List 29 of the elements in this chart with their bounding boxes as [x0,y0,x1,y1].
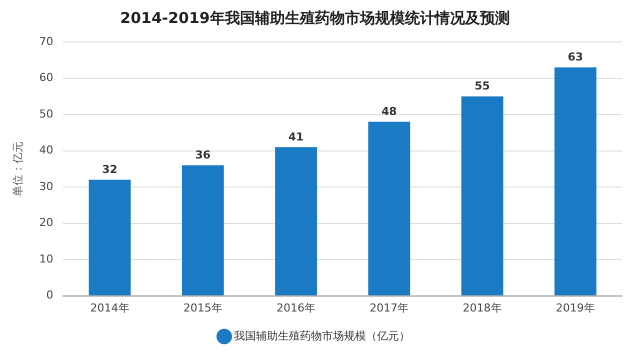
chart-title: 2014-2019年我国辅助生殖药物市场规模统计情况及预测 [120,8,510,27]
y-tick-label: 30 [39,180,54,193]
bar [461,96,504,296]
legend-label: 我国辅助生殖药物市场规模（亿元） [234,329,410,342]
y-tick-label: 40 [39,144,54,157]
bar [275,147,317,296]
y-tick-label: 10 [39,252,54,266]
data-label: 32 [102,163,118,176]
y-tick-label: 0 [46,288,54,302]
y-tick-label: 60 [39,71,54,84]
bar [368,122,410,296]
bar [88,180,131,296]
data-label: 63 [568,50,584,64]
y-tick-label: 50 [39,107,54,120]
bar [554,67,596,296]
data-label: 48 [382,105,397,118]
data-label: 41 [288,130,304,144]
y-axis-title: 单位：亿元 [11,141,24,196]
x-tick-label: 2017年 [370,301,409,314]
data-label: 55 [474,80,490,93]
y-tick-label: 70 [39,34,54,48]
data-label: 36 [195,148,211,162]
x-tick-label: 2014年 [90,301,130,314]
bar [182,165,224,296]
y-tick-label: 20 [39,216,54,230]
x-tick-label: 2015年 [183,301,222,314]
x-tick-label: 2019年 [556,301,595,314]
x-tick-label: 2016年 [276,301,316,314]
x-tick-label: 2018年 [462,301,502,314]
